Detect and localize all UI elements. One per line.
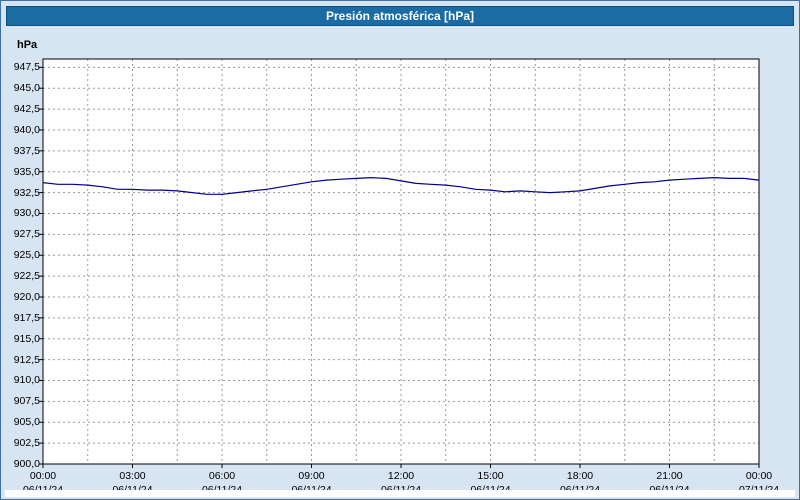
plot-area <box>43 59 759 464</box>
y-axis-unit-label: hPa <box>17 39 38 51</box>
chart-title: Presión atmosférica [hPa] <box>325 9 475 23</box>
pressure-series-line <box>42 177 760 195</box>
plot-frame <box>42 58 760 465</box>
footer-strip <box>5 490 795 497</box>
chart-title-bar: Presión atmosférica [hPa] <box>6 6 794 26</box>
